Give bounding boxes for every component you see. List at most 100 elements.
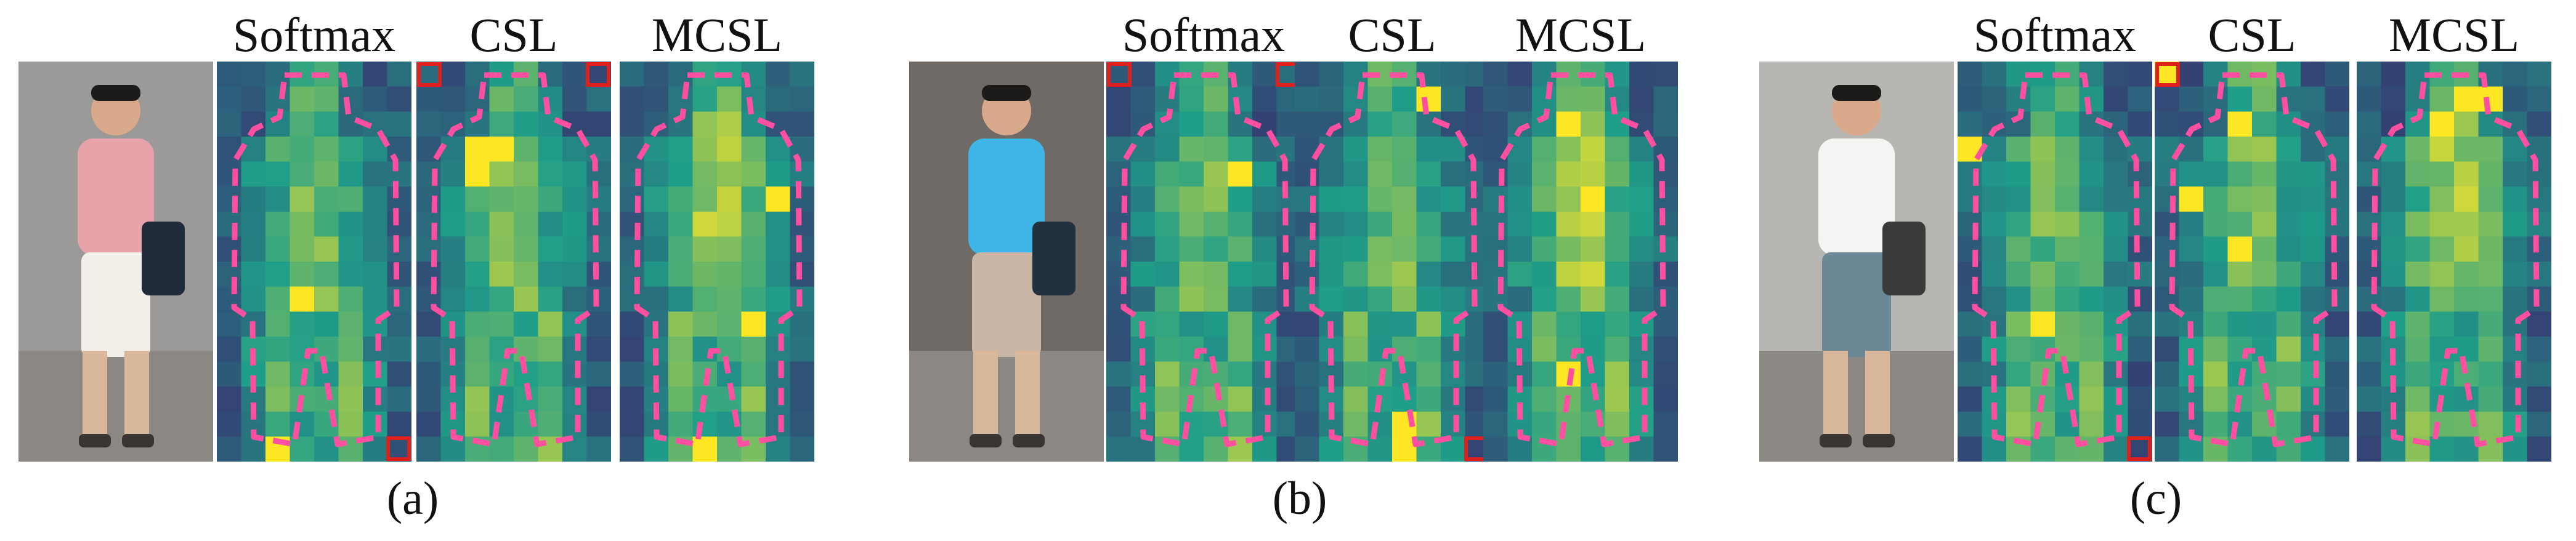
heatmap-cell [2527, 161, 2551, 187]
heatmap-cell [2478, 211, 2503, 237]
heatmap-cell [2381, 62, 2406, 87]
heatmap-cell [1252, 161, 1278, 187]
heatmap-cell [1441, 236, 1466, 262]
heatmap-cell [2503, 361, 2528, 387]
heatmap-cell [1155, 411, 1180, 437]
heatmap-cell [1581, 262, 1606, 287]
heatmap-cell [1228, 262, 1253, 287]
shirt [78, 138, 154, 255]
heatmap-cell [538, 387, 563, 412]
column-label-csl: CSL [469, 8, 558, 62]
heatmap-cell [2203, 161, 2229, 187]
heatmap-cell [217, 411, 242, 437]
heatmap-cell [465, 387, 490, 412]
heatmap-cell [1556, 436, 1581, 462]
heatmap-cell [2055, 136, 2080, 162]
heatmap-cell [1605, 336, 1630, 363]
heatmap-cell [2128, 186, 2152, 212]
heatmap-cell [314, 186, 339, 212]
heatmap-cell [2227, 436, 2253, 462]
heatmap-softmax-a [217, 62, 411, 462]
heatmap-cell [1130, 262, 1156, 287]
heatmap-cell [1441, 161, 1466, 187]
heatmap-cell [1416, 286, 1441, 312]
heatmap-svg [1295, 62, 1489, 462]
heatmap-cell [668, 411, 694, 437]
heatmap-cell [265, 161, 291, 187]
heatmap-cell [1416, 336, 1441, 363]
heatmap-cell [1367, 86, 1393, 112]
heatmap-cell [692, 236, 718, 262]
heatmap-cell [338, 361, 363, 387]
heatmap-cell [2405, 311, 2431, 337]
heatmap-cell [440, 62, 466, 87]
heatmap-cell [1106, 86, 1132, 112]
heatmap-cell [2454, 211, 2479, 237]
heatmap-cell [620, 336, 645, 363]
heatmap-cell [1295, 62, 1320, 87]
heatmap-cell [562, 411, 588, 437]
heatmap-cell [290, 311, 315, 337]
heatmap-cell [2527, 361, 2551, 387]
heatmap-cell [338, 311, 363, 337]
heatmap-cell [717, 186, 742, 212]
heatmap-svg [2155, 62, 2349, 462]
heatmap-cell [514, 186, 539, 212]
highlight-marker [1107, 62, 1132, 87]
heatmap-cell [2006, 161, 2031, 187]
heatmap-cell [1483, 262, 1509, 287]
heatmap-cell [465, 286, 490, 312]
heatmap-cell [1252, 62, 1278, 87]
heatmap-cell [1228, 136, 1253, 162]
pedestrian-svg [1759, 62, 1954, 462]
heatmap-cell [489, 436, 514, 462]
heatmap-cell [1441, 387, 1466, 412]
heatmap-cell [2357, 111, 2382, 137]
heatmap-cell [668, 361, 694, 387]
heatmap-cell [2055, 211, 2080, 237]
heatmap-cell [538, 336, 563, 363]
heatmap-svg [1483, 62, 1678, 462]
heatmap-cell [2227, 286, 2253, 312]
left-shoe [1820, 434, 1852, 447]
heatmap-cell [2006, 286, 2031, 312]
heatmap-cell [790, 161, 814, 187]
heatmap-cell [2079, 136, 2104, 162]
heatmap-cell [1556, 286, 1581, 312]
heatmap-cell [1343, 336, 1369, 363]
heatmap-cell [692, 262, 718, 287]
heatmap-cell [1507, 211, 1533, 237]
heatmap-cell [1958, 236, 1983, 262]
heatmap-cell [1958, 336, 1983, 363]
heatmap-cell [2030, 161, 2056, 187]
heatmap-cell [363, 336, 388, 363]
heatmap-cell [1343, 387, 1369, 412]
heatmap-cell [2325, 411, 2349, 437]
heatmap-cell [1416, 161, 1441, 187]
heatmap-cell [2227, 86, 2253, 112]
heatmap-cell [2079, 86, 2104, 112]
heatmap-cell [1155, 336, 1180, 363]
heatmap-cell [2276, 211, 2301, 237]
heatmap-cell [440, 136, 466, 162]
heatmap-cell [2203, 186, 2229, 212]
heatmap-cell [2478, 411, 2503, 437]
heatmap-cell [489, 286, 514, 312]
heatmap-cell [465, 236, 490, 262]
heatmap-cell [2030, 286, 2056, 312]
heatmap-cell [2179, 186, 2204, 212]
heatmap-cell [2454, 236, 2479, 262]
heatmap-cell [562, 62, 588, 87]
heatmap-cell [2429, 161, 2455, 187]
heatmap-cell [2405, 286, 2431, 312]
heatmap-cell [1130, 286, 1156, 312]
heatmap-cell [290, 136, 315, 162]
heatmap-cell [217, 236, 242, 262]
heatmap-cell [1228, 186, 1253, 212]
heatmap-cell [2276, 262, 2301, 287]
column-label-mcsl: MCSL [1515, 8, 1646, 62]
heatmap-cell [1343, 211, 1369, 237]
heatmap-cell [2405, 186, 2431, 212]
hair [1832, 85, 1881, 101]
heatmap-cell [1295, 211, 1320, 237]
